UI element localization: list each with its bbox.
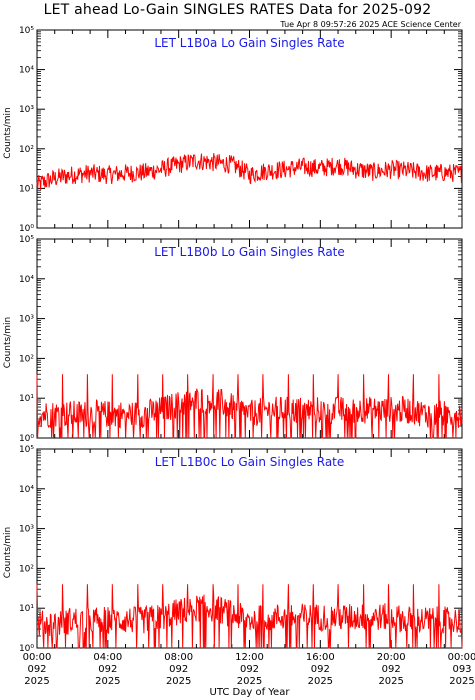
panel-title: LET L1B0b Lo Gain Singles Rate bbox=[154, 245, 345, 259]
y-tick-label: 10⁵ bbox=[19, 235, 34, 245]
x-axis-labels: 00:00092202504:00092202508:00092202512:0… bbox=[23, 652, 475, 687]
y-tick-label: 10² bbox=[19, 145, 34, 155]
y-tick-label: 10² bbox=[19, 564, 34, 574]
x-tick-time: 12:00 bbox=[235, 652, 264, 663]
y-tick-label: 10¹ bbox=[19, 394, 34, 404]
panel-3: 10⁰ 10¹ 10² 10³ 10⁴ 10⁵ Counts/min LET L1B0c Lo… bbox=[3, 445, 463, 654]
x-tick-doy: 092 bbox=[240, 664, 259, 675]
y-tick-label: 10⁰ bbox=[19, 224, 34, 234]
y-axis-label: Counts/min bbox=[3, 317, 13, 368]
x-tick-doy: 092 bbox=[382, 664, 401, 675]
x-tick-doy: 092 bbox=[169, 664, 188, 675]
y-tick-label: 10³ bbox=[19, 315, 34, 325]
x-tick-doy: 092 bbox=[98, 664, 117, 675]
x-axis-label: UTC Day of Year bbox=[210, 687, 291, 698]
y-tick-label: 10¹ bbox=[19, 604, 34, 614]
y-tick-label: 10⁴ bbox=[19, 485, 34, 495]
y-axis-label: Counts/min bbox=[3, 527, 13, 578]
y-tick-label: 10⁵ bbox=[19, 26, 34, 36]
x-tick-year: 2025 bbox=[24, 676, 49, 687]
x-tick-time: 20:00 bbox=[377, 652, 406, 663]
x-tick-doy: 092 bbox=[311, 664, 330, 675]
x-tick-year: 2025 bbox=[95, 676, 120, 687]
x-tick-time: 08:00 bbox=[164, 652, 193, 663]
series-line bbox=[36, 153, 463, 190]
x-tick-year: 2025 bbox=[378, 676, 403, 687]
x-tick-time: 00:00 bbox=[448, 652, 475, 663]
x-tick-time: 00:00 bbox=[23, 652, 52, 663]
x-tick-year: 2025 bbox=[449, 676, 474, 687]
y-tick-label: 10⁴ bbox=[19, 66, 34, 76]
x-tick-doy: 092 bbox=[27, 664, 46, 675]
y-tick-label: 10¹ bbox=[19, 184, 34, 194]
x-tick-year: 2025 bbox=[237, 676, 262, 687]
series-line bbox=[36, 374, 463, 439]
y-tick-label: 10³ bbox=[19, 525, 34, 535]
y-tick-label: 10³ bbox=[19, 105, 34, 115]
x-tick-time: 04:00 bbox=[93, 652, 122, 663]
series-line bbox=[36, 584, 463, 649]
x-tick-year: 2025 bbox=[166, 676, 191, 687]
plot-frame bbox=[36, 29, 463, 229]
x-tick-year: 2025 bbox=[308, 676, 333, 687]
x-tick-time: 16:00 bbox=[306, 652, 335, 663]
panel-title: LET L1B0a Lo Gain Singles Rate bbox=[154, 36, 344, 50]
panel-1: 10⁰ 10¹ 10² 10³ 10⁴ 10⁵ Counts/min LET L1B0a Lo… bbox=[3, 26, 463, 234]
y-axis-label: Counts/min bbox=[3, 107, 13, 158]
y-tick-label: 10⁴ bbox=[19, 275, 34, 285]
panel-2: 10⁰ 10¹ 10² 10³ 10⁴ 10⁵ Counts/min LET L1B0b Lo… bbox=[3, 235, 463, 444]
y-tick-label: 10² bbox=[19, 354, 34, 364]
y-tick-label: 10⁰ bbox=[19, 434, 34, 444]
timestamp: Tue Apr 8 09:57:26 2025 ACE Science Cent… bbox=[280, 20, 461, 29]
y-tick-label: 10⁵ bbox=[19, 445, 34, 455]
x-tick-doy: 093 bbox=[452, 664, 471, 675]
page-title: LET ahead Lo-Gain SINGLES RATES Data for… bbox=[43, 2, 432, 18]
panel-title: LET L1B0c Lo Gain Singles Rate bbox=[155, 455, 345, 469]
y-tick-label: 10⁰ bbox=[19, 644, 34, 654]
